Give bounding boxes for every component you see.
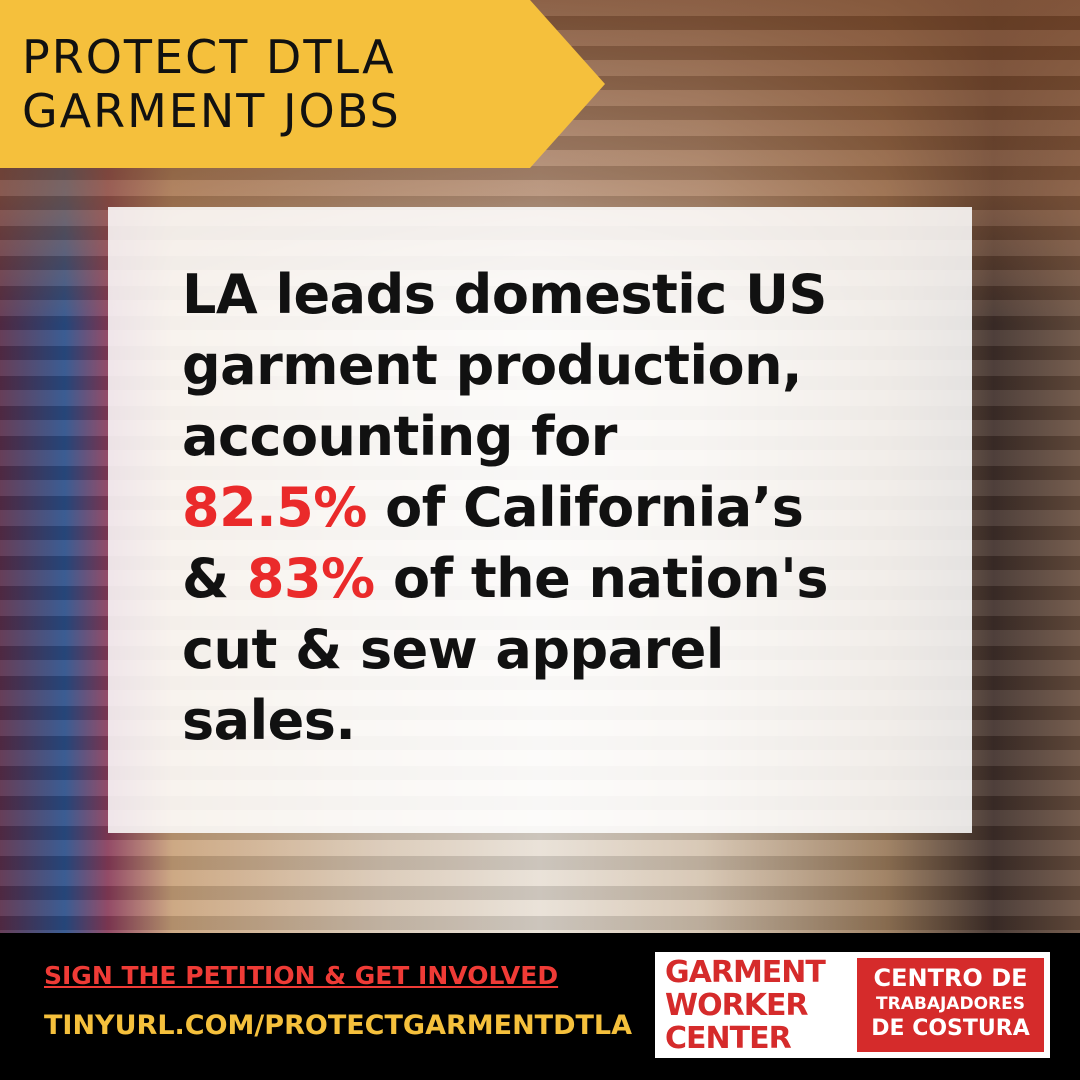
body-text: of the nation's (374, 547, 829, 610)
petition-link[interactable]: SIGN THE PETITION & GET INVOLVED (44, 961, 559, 990)
logo-text: DE COSTURA (871, 1016, 1030, 1041)
logo: GARMENT WORKER CENTER CENTRO DE TRABAJAD… (655, 952, 1050, 1058)
body-text: garment production, (182, 334, 803, 397)
banner-line: GARMENT JOBS (22, 84, 401, 138)
card-line: 82.5% of California’s (182, 476, 804, 539)
body-text: LA leads domestic US (182, 263, 827, 326)
card-line: sales. (182, 689, 356, 752)
card-line: cut & sew apparel (182, 618, 724, 681)
logo-text: TRABAJADORES (876, 994, 1025, 1014)
logo-text: GARMENT (665, 955, 826, 990)
body-text: of California’s (366, 476, 804, 539)
footer: SIGN THE PETITION & GET INVOLVED TINYURL… (0, 933, 1080, 1080)
logo-spanish: CENTRO DE TRABAJADORES DE COSTURA (857, 958, 1044, 1052)
logo-text: WORKER (665, 988, 809, 1023)
banner: PROTECT DTLA GARMENT JOBS (0, 0, 605, 168)
body-text: sales. (182, 689, 356, 752)
card-line: accounting for (182, 405, 617, 468)
highlight-text: 82.5% (182, 476, 367, 539)
logo-english: GARMENT WORKER CENTER (665, 956, 855, 1055)
body-text: cut & sew apparel (182, 618, 724, 681)
logo-text: CENTRO DE (873, 964, 1028, 992)
banner-line: PROTECT DTLA (22, 30, 396, 84)
logo-text: CENTER (665, 1021, 792, 1056)
url-link[interactable]: TINYURL.COM/PROTECTGARMENTDTLA (44, 1010, 633, 1041)
body-text: accounting for (182, 405, 617, 468)
highlight-text: 83% (246, 547, 375, 610)
card-line: LA leads domestic US (182, 263, 827, 326)
card-line: garment production, (182, 334, 803, 397)
card-line: & 83% of the nation's (182, 547, 828, 610)
body-text: & (182, 547, 247, 610)
text-card: LA leads domestic US garment production, a… (108, 207, 972, 833)
